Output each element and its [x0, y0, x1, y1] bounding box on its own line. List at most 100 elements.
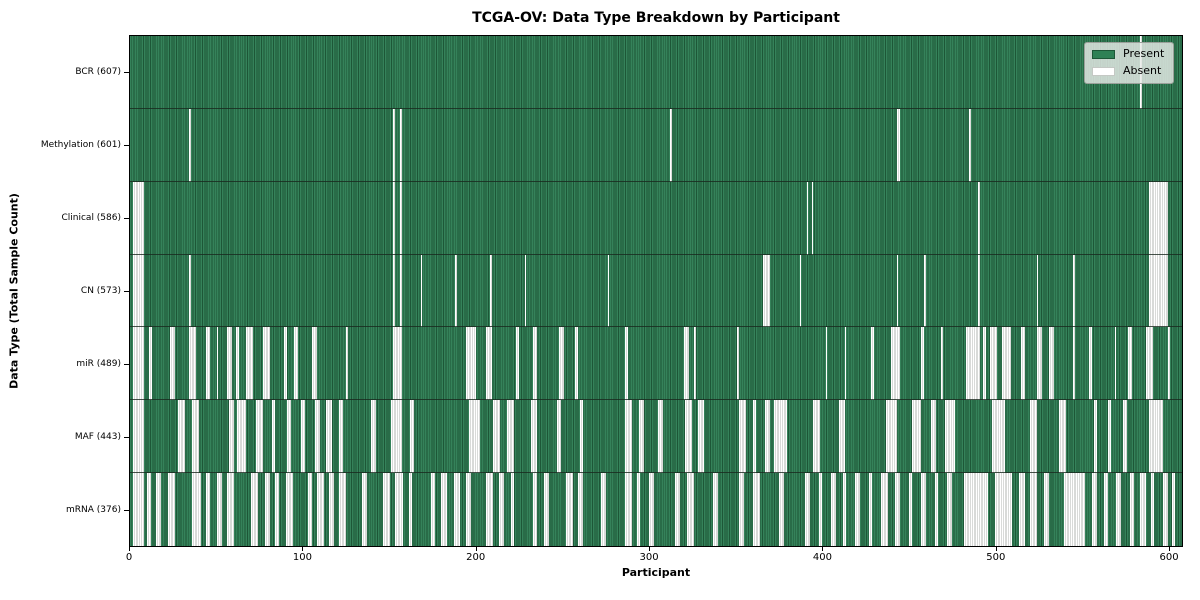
absent-block	[1029, 473, 1037, 546]
y-tick-label-mrna: mRNA (376)	[66, 505, 121, 516]
row-methylation	[130, 108, 1182, 182]
absent-block	[944, 400, 956, 474]
x-axis-label: Participant	[621, 566, 691, 579]
absent-block	[245, 327, 253, 401]
absent-block	[531, 400, 537, 474]
x-tick-mark	[995, 547, 997, 551]
absent-block	[977, 254, 980, 328]
x-tick-label: 600	[1159, 552, 1179, 563]
absent-block	[192, 473, 201, 546]
absent-block	[178, 400, 186, 474]
absent-block	[813, 400, 821, 474]
absent-block	[844, 327, 847, 401]
absent-block	[399, 181, 402, 255]
absent-block	[607, 254, 610, 328]
absent-block	[920, 327, 925, 401]
absent-block	[168, 473, 175, 546]
absent-block	[687, 473, 695, 546]
absent-block	[408, 473, 413, 546]
absent-block	[912, 400, 921, 474]
absent-block	[147, 473, 151, 546]
absent-block	[894, 473, 900, 546]
absent-block	[133, 254, 144, 328]
absent-block	[399, 108, 402, 182]
absent-block	[1104, 473, 1108, 546]
x-tick-mark	[302, 547, 304, 551]
absent-block	[566, 473, 573, 546]
absent-block	[1002, 327, 1011, 401]
absent-block	[524, 254, 527, 328]
absent-block	[578, 473, 584, 546]
absent-block	[226, 473, 234, 546]
absent-block	[133, 327, 144, 401]
absent-block	[946, 473, 952, 546]
absent-block	[251, 473, 259, 546]
absent-block	[713, 473, 719, 546]
row-separator	[130, 107, 1182, 109]
absent-block	[739, 400, 746, 474]
absent-block	[155, 473, 162, 546]
absent-block	[649, 473, 655, 546]
absent-block	[1150, 473, 1155, 546]
absent-block	[697, 400, 705, 474]
absent-block	[559, 327, 565, 401]
absent-block	[237, 400, 246, 474]
absent-block	[206, 327, 210, 401]
absent-block	[557, 400, 561, 474]
absent-block	[624, 473, 632, 546]
absent-block	[1019, 473, 1025, 546]
absent-block	[963, 473, 989, 546]
absent-block	[579, 400, 584, 474]
y-tick-label-bcr: BCR (607)	[75, 66, 121, 77]
absent-block	[624, 400, 632, 474]
absent-block	[924, 254, 926, 328]
absent-block	[638, 400, 644, 474]
chart-title: TCGA-OV: Data Type Breakdown by Particip…	[472, 10, 840, 26]
row-separator	[130, 326, 1182, 328]
absent-block	[263, 327, 271, 401]
absent-block	[920, 473, 926, 546]
absent-block	[934, 473, 939, 546]
absent-block	[965, 327, 980, 401]
absent-block	[133, 473, 144, 546]
absent-block	[941, 327, 944, 401]
x-tick-mark	[822, 547, 824, 551]
absent-block	[1128, 327, 1132, 401]
absent-block	[886, 400, 897, 474]
absent-block	[311, 327, 317, 401]
absent-block	[493, 400, 501, 474]
absent-block	[1140, 473, 1146, 546]
absent-block	[339, 400, 343, 474]
absent-block	[188, 254, 191, 328]
legend-label-present: Present	[1123, 47, 1165, 60]
absent-block	[765, 400, 771, 474]
absent-block	[510, 473, 515, 546]
absent-block	[370, 400, 376, 474]
x-tick-mark	[649, 547, 651, 551]
absent-block	[133, 181, 144, 255]
absent-block	[1072, 254, 1075, 328]
absent-block	[868, 473, 873, 546]
absent-block	[455, 254, 457, 328]
x-tick-mark	[129, 547, 130, 551]
row-separator	[130, 472, 1182, 474]
absent-block	[991, 400, 1006, 474]
present-swatch-icon	[1092, 49, 1115, 59]
absent-block	[489, 254, 492, 328]
absent-block	[264, 473, 271, 546]
y-tick-mark	[124, 144, 129, 146]
absent-block	[983, 327, 987, 401]
absent-block	[410, 400, 414, 474]
x-tick-label: 500	[986, 552, 1006, 563]
absent-block	[891, 327, 900, 401]
absent-block	[393, 108, 395, 182]
absent-block	[498, 473, 504, 546]
absent-block	[235, 327, 239, 401]
absent-block	[896, 254, 899, 328]
absent-block	[441, 473, 447, 546]
legend: Present Absent	[1084, 42, 1175, 84]
absent-block	[393, 181, 395, 255]
absent-block	[870, 327, 874, 401]
absent-block	[133, 400, 144, 474]
absent-block	[1036, 327, 1042, 401]
